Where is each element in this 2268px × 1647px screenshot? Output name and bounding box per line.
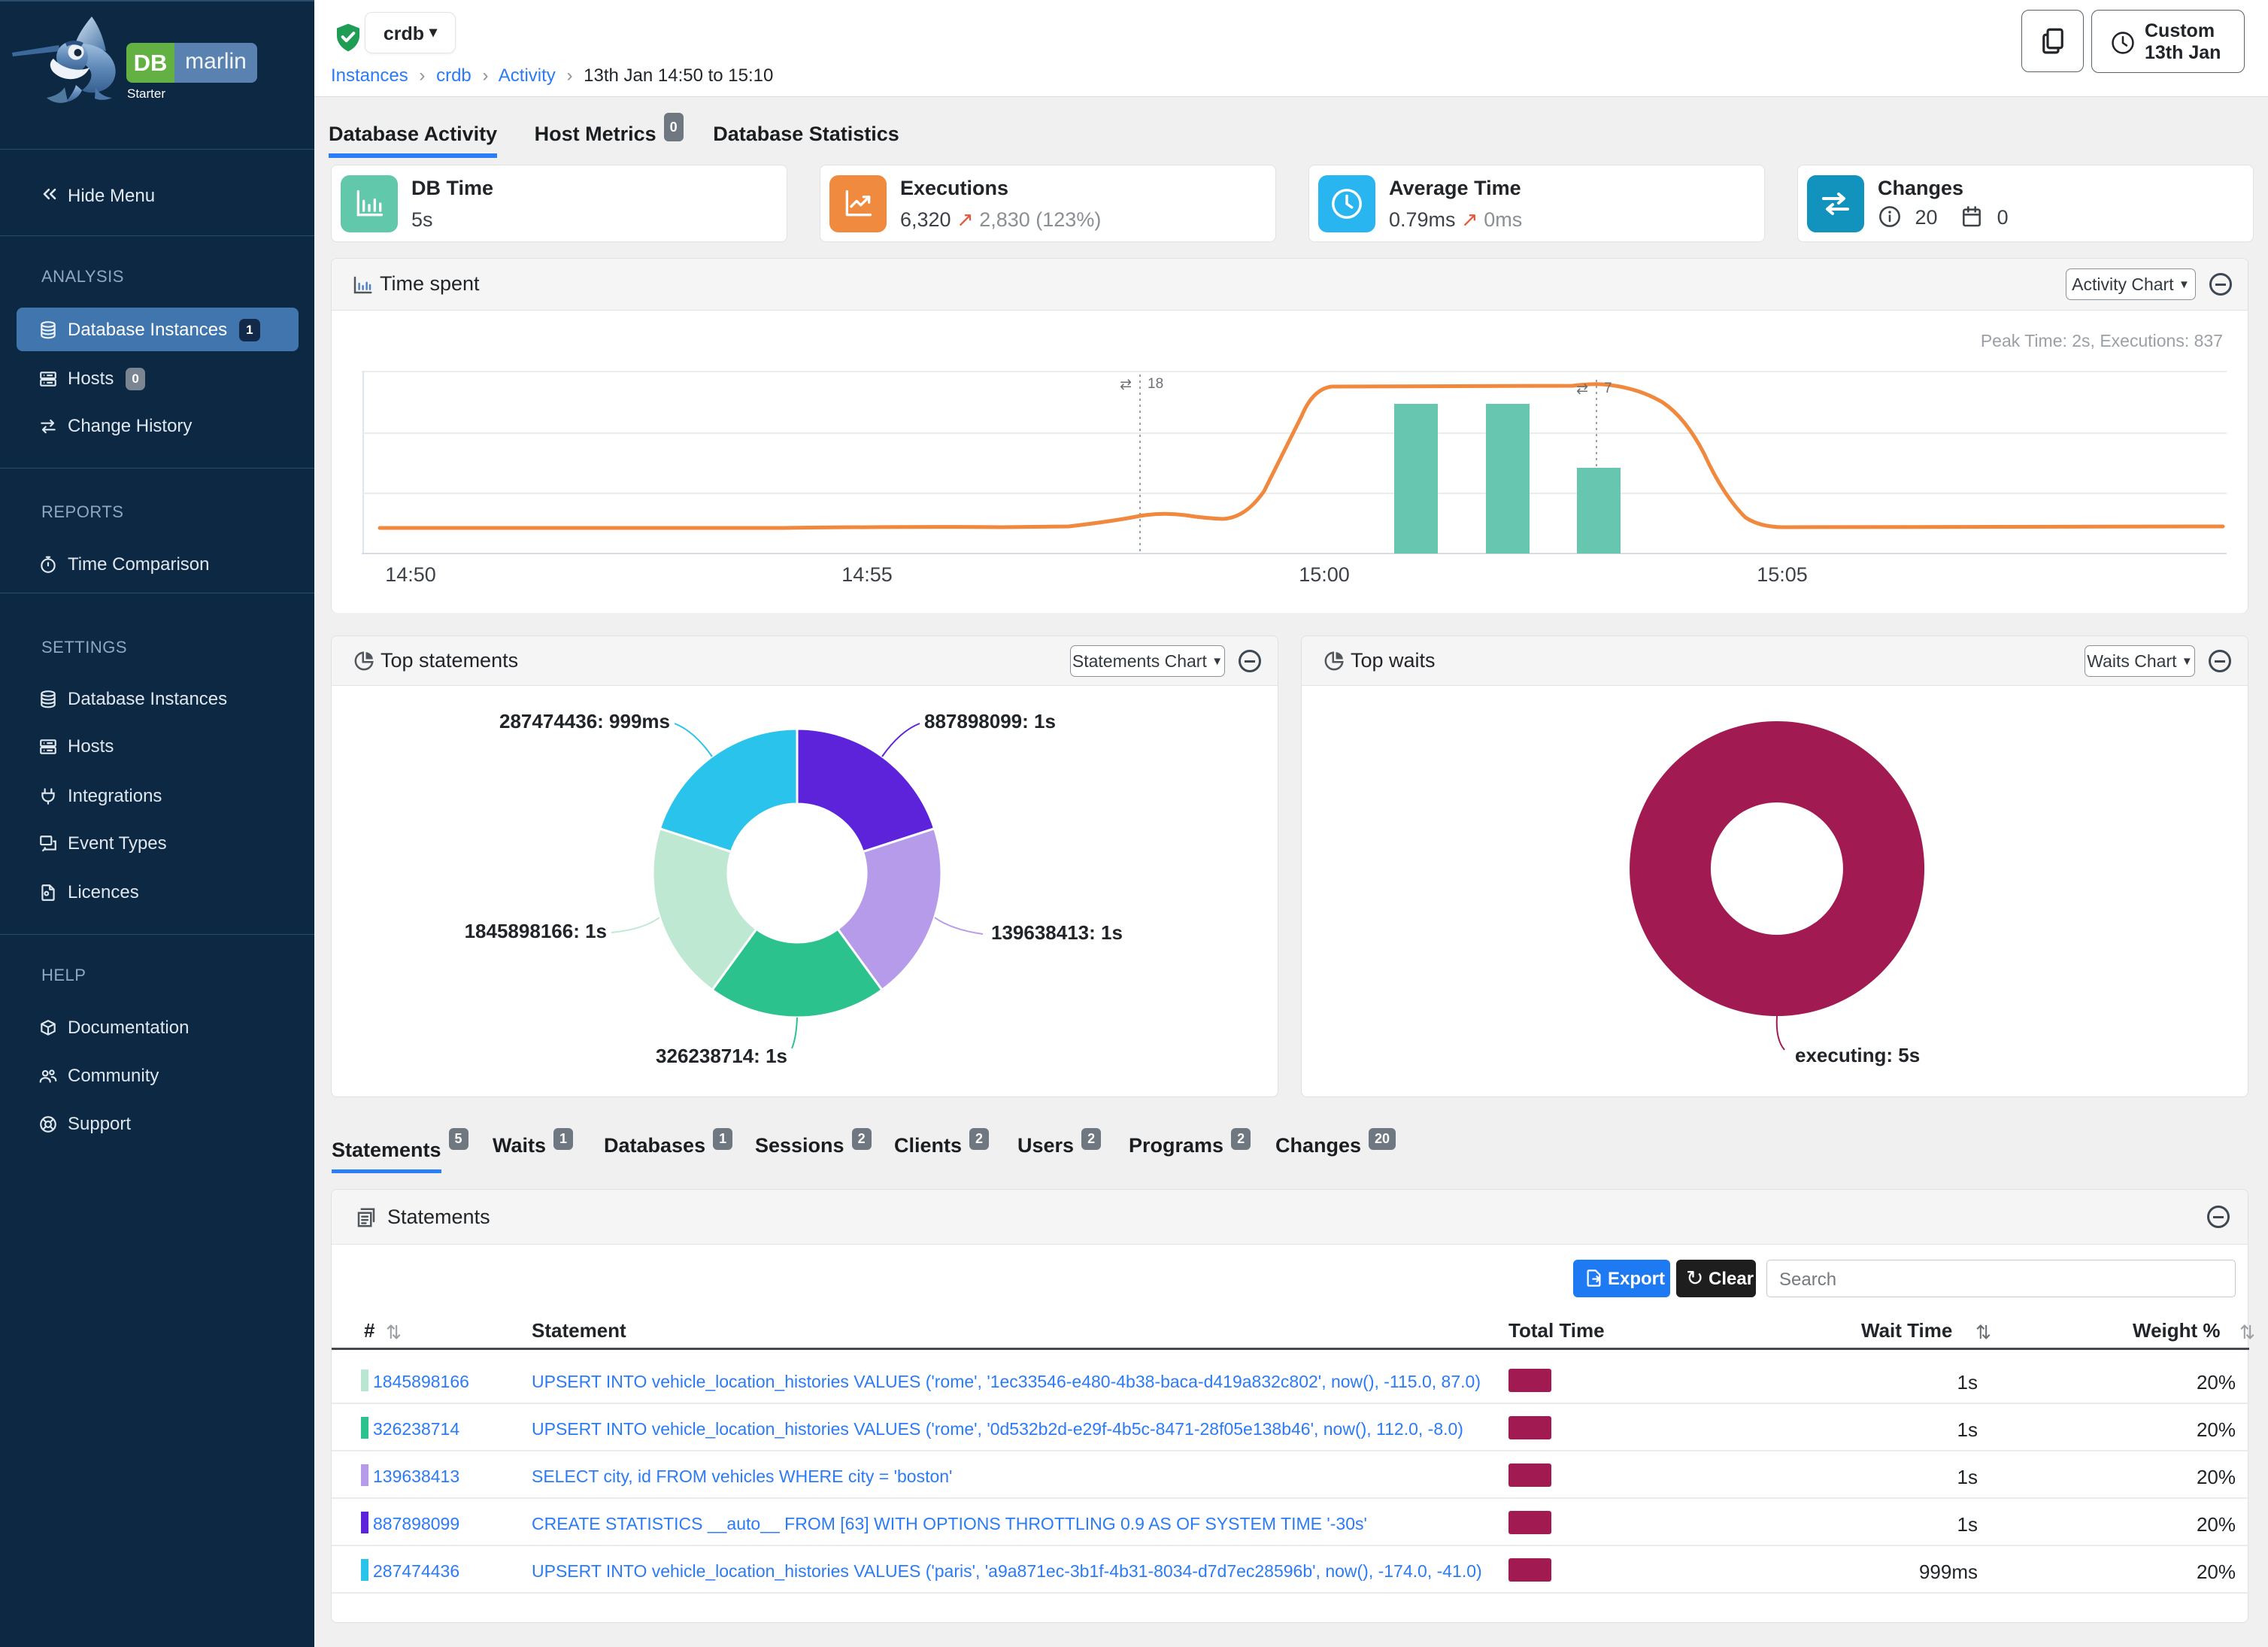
svg-text:1845898166: 1s: 1845898166: 1s	[465, 920, 607, 942]
svg-text:14:55: 14:55	[841, 563, 893, 586]
svg-text:18: 18	[1148, 376, 1163, 392]
svg-text:14:50: 14:50	[385, 563, 436, 586]
svg-text:executing: 5s: executing: 5s	[1795, 1044, 1920, 1066]
svg-text:⇄: ⇄	[1120, 377, 1132, 393]
svg-text:139638413: 1s: 139638413: 1s	[991, 921, 1123, 944]
svg-text:15:00: 15:00	[1299, 563, 1350, 586]
svg-text:7: 7	[1604, 381, 1612, 396]
svg-text:287474436: 999ms: 287474436: 999ms	[499, 710, 670, 733]
svg-text:⇄: ⇄	[1576, 381, 1588, 397]
svg-text:15:05: 15:05	[1757, 563, 1808, 586]
svg-text:887898099: 1s: 887898099: 1s	[924, 710, 1056, 733]
svg-text:326238714: 1s: 326238714: 1s	[656, 1045, 787, 1067]
svg-text:Peak Time: 2s, Executions: 837: Peak Time: 2s, Executions: 837	[1981, 331, 2223, 350]
